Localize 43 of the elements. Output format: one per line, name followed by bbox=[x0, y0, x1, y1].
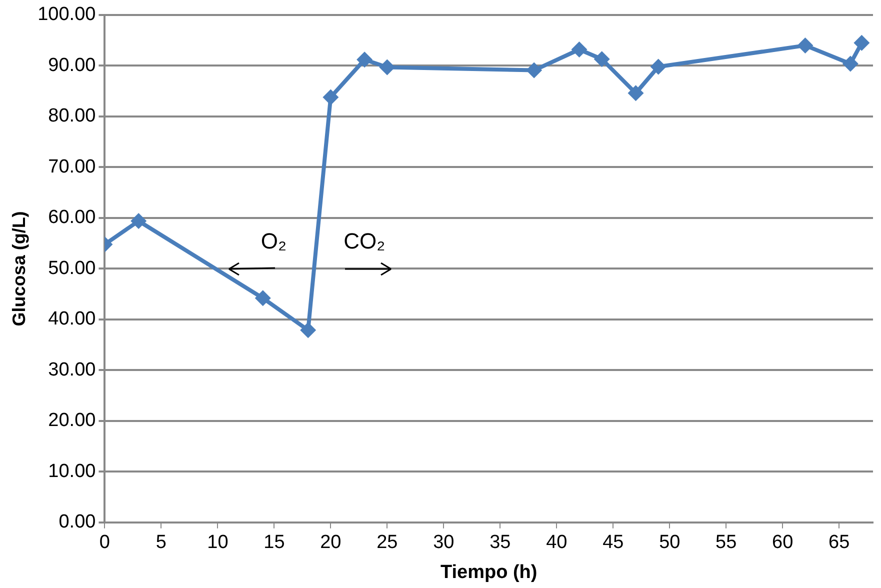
x-tick-label: 45 bbox=[602, 532, 624, 554]
point bbox=[526, 62, 542, 78]
y-tick-label: 40.00 bbox=[48, 308, 96, 330]
x-tick-label: 5 bbox=[156, 532, 166, 554]
point bbox=[842, 56, 858, 72]
y-tick-label: 0.00 bbox=[58, 512, 96, 533]
x-tick-label: 35 bbox=[490, 532, 511, 554]
y-tick-label: 10.00 bbox=[48, 460, 96, 482]
y-tick-label: 50.00 bbox=[48, 258, 96, 279]
point bbox=[628, 85, 644, 102]
y-tick-label: 100.00 bbox=[38, 4, 96, 26]
x-tick-label: 55 bbox=[716, 532, 737, 554]
y-tick-label: 60.00 bbox=[48, 207, 96, 228]
x-axis-title: Tiempo (h) bbox=[440, 562, 538, 583]
annotation: CO₂ bbox=[344, 228, 386, 254]
y-tick-label: 70.00 bbox=[48, 156, 96, 178]
x-tick-label: 30 bbox=[433, 532, 454, 554]
y-tick-label: 20.00 bbox=[48, 410, 96, 432]
y-tick-label: 30.00 bbox=[48, 359, 96, 380]
point bbox=[254, 290, 271, 306]
x-tick-label: 50 bbox=[659, 532, 680, 554]
point bbox=[594, 51, 610, 68]
point bbox=[356, 52, 373, 68]
x-tick-label: 25 bbox=[376, 532, 398, 554]
point bbox=[650, 58, 666, 75]
point bbox=[130, 213, 147, 230]
point bbox=[322, 89, 339, 106]
point bbox=[797, 37, 814, 54]
point bbox=[571, 42, 588, 58]
x-tick-label: 15 bbox=[264, 532, 285, 554]
y-tick-label: 90.00 bbox=[48, 54, 96, 76]
x-tick-label: 60 bbox=[772, 532, 794, 554]
x-tick-label: 10 bbox=[207, 532, 228, 554]
y-axis-title: Glucosa (g/L) bbox=[8, 211, 29, 326]
y-tick-label: 80.00 bbox=[48, 106, 96, 127]
x-tick-label: 40 bbox=[546, 532, 568, 554]
point bbox=[854, 34, 870, 51]
x-tick-label: 20 bbox=[320, 532, 342, 554]
x-tick-label: 0 bbox=[99, 532, 110, 554]
annotation: O₂ bbox=[260, 228, 287, 254]
point bbox=[379, 59, 396, 76]
x-tick-label: 65 bbox=[828, 532, 850, 554]
point bbox=[300, 322, 316, 338]
